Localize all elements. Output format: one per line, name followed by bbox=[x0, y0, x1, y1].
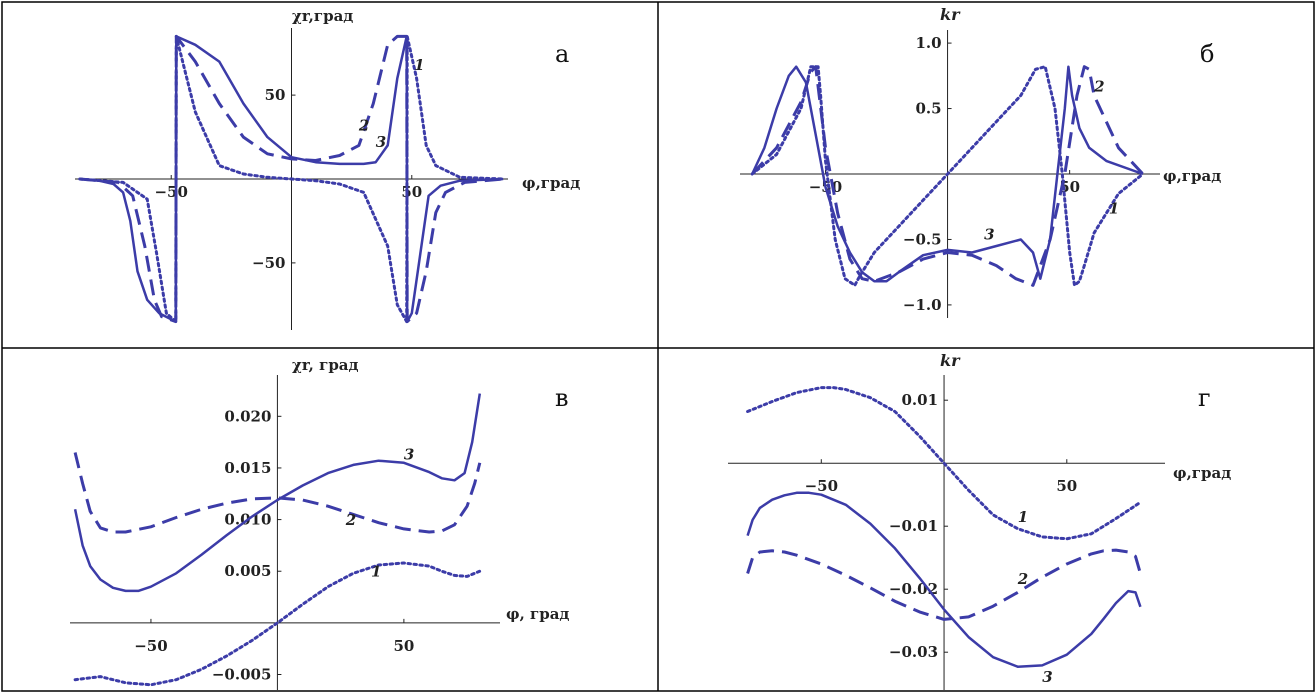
x-axis-label: φ,град bbox=[1163, 167, 1221, 185]
series-line-3 bbox=[73, 393, 482, 593]
axes bbox=[70, 375, 500, 690]
panel-letter: г bbox=[1198, 384, 1211, 412]
curve-label-2: 2 bbox=[345, 511, 356, 529]
series-line-3 bbox=[79, 35, 504, 323]
y-tick-label: −0.01 bbox=[889, 517, 938, 535]
x-axis-label: φ, град bbox=[506, 605, 569, 623]
curve-label-3: 3 bbox=[1042, 668, 1052, 686]
panel-g: г kr φ,град −50 50 0.01 −0.01 −0.02 −0.03 1 2 3 bbox=[728, 351, 1231, 690]
series-line-1 bbox=[746, 386, 1142, 541]
y-tick-label: 1.0 bbox=[915, 34, 941, 52]
y-tick-label: −0.5 bbox=[903, 230, 942, 248]
curve-labels: 1 23 bbox=[358, 56, 425, 151]
series-line-3 bbox=[751, 65, 1144, 283]
y-axis-label: kr bbox=[940, 5, 961, 24]
series-line-2 bbox=[746, 548, 1142, 621]
y-tick-label: 0.005 bbox=[224, 562, 271, 580]
curve-label-3: 3 bbox=[404, 446, 414, 464]
curves bbox=[746, 386, 1142, 668]
curve-label-2: 2 bbox=[1093, 78, 1104, 96]
curves bbox=[73, 393, 482, 687]
series-line-2 bbox=[79, 34, 504, 324]
curve-label-1: 1 bbox=[414, 56, 424, 74]
x-axis-label: φ,град bbox=[1173, 464, 1231, 482]
x-axis-label: φ,град bbox=[522, 174, 580, 192]
panel-letter: а bbox=[555, 40, 569, 68]
curve-labels: 1 2 3 bbox=[1017, 508, 1053, 686]
y-tick-label: −0.005 bbox=[212, 666, 272, 684]
x-tick-label: 50 bbox=[393, 637, 414, 655]
panel-v: в χr, град φ, град −50 500.0200.0150.0100… bbox=[70, 356, 569, 690]
panel-a: а χr,град φ,град −50 50 50 −50 1 23 bbox=[75, 7, 580, 330]
curve-label-2: 2 bbox=[1017, 570, 1028, 588]
y-tick-label: 0.020 bbox=[224, 407, 271, 425]
series-line-1 bbox=[78, 34, 505, 324]
series-line-1 bbox=[73, 561, 482, 687]
y-tick-label: 0.01 bbox=[901, 391, 938, 409]
x-tick-label: 50 bbox=[1056, 477, 1077, 495]
y-tick-label: 0.015 bbox=[224, 459, 271, 477]
series-line-2 bbox=[751, 65, 1144, 287]
x-tick-label: −50 bbox=[805, 477, 838, 495]
panel-letter: в bbox=[555, 384, 569, 412]
y-tick-label: 0.5 bbox=[915, 100, 941, 118]
curve-label-2: 2 bbox=[358, 116, 369, 134]
curve-label-3: 3 bbox=[376, 133, 386, 151]
x-tick-label: −50 bbox=[134, 637, 167, 655]
panel-letter: б bbox=[1200, 40, 1214, 68]
curve-labels: 1 2 3 bbox=[984, 78, 1119, 244]
series-line-1 bbox=[750, 65, 1145, 287]
series-line-2 bbox=[73, 452, 482, 534]
curve-label-1: 1 bbox=[1018, 508, 1028, 526]
y-tick-label: −0.02 bbox=[889, 580, 938, 598]
y-axis-label: χr, град bbox=[292, 356, 359, 374]
panel-b: б kr φ,град −50 501.00.5−0.5−1.0 123 bbox=[740, 5, 1221, 318]
curve-label-1: 1 bbox=[371, 562, 381, 580]
y-axis-label: kr bbox=[940, 351, 961, 370]
y-tick-label: 50 bbox=[265, 86, 286, 104]
series-line-3 bbox=[746, 491, 1142, 668]
x-tick-label: 50 bbox=[401, 183, 422, 201]
curve-label-3: 3 bbox=[984, 225, 994, 243]
ticks: −50 50 0.01 −0.01 −0.02 −0.03 bbox=[805, 391, 1078, 661]
y-axis-label: χr,град bbox=[292, 7, 353, 25]
y-tick-label: −1.0 bbox=[903, 296, 942, 314]
y-tick-label: −0.03 bbox=[889, 643, 938, 661]
axes bbox=[740, 30, 1160, 318]
curves bbox=[750, 65, 1145, 287]
y-tick-label: −50 bbox=[252, 254, 285, 272]
curves bbox=[78, 34, 505, 324]
ticks: −50 501.00.5−0.5−1.0 bbox=[809, 34, 1080, 314]
axes bbox=[728, 375, 1165, 690]
curve-label-1: 1 bbox=[1109, 199, 1119, 217]
x-tick-label: −50 bbox=[154, 183, 187, 201]
curve-labels: 1 2 3 bbox=[345, 446, 415, 581]
